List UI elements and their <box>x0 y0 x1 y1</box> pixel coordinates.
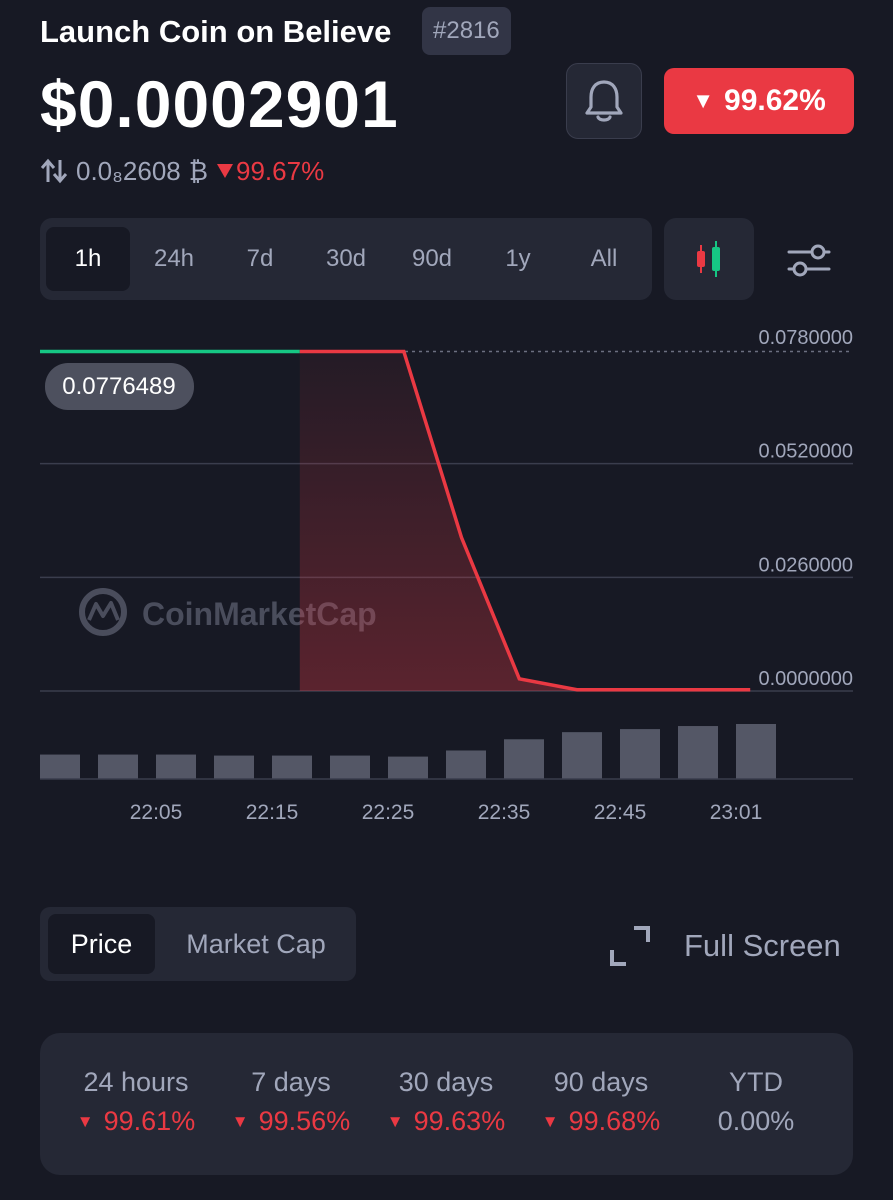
coin-price: $0.0002901 <box>40 67 399 141</box>
volume-bar <box>98 754 138 779</box>
stat-label: YTD <box>729 1067 783 1097</box>
triangle-down-icon: ▼ <box>76 1112 94 1131</box>
candlestick-icon <box>697 241 720 277</box>
stat-value: ▼ 99.56% <box>231 1106 351 1136</box>
coinmarketcap-logo-icon <box>79 588 127 636</box>
x-axis-tick-label: 23:01 <box>710 801 763 824</box>
btc-change: 99.67% <box>236 155 325 186</box>
tab-all[interactable]: All <box>590 245 618 272</box>
stat-label: 30 days <box>398 1067 494 1097</box>
expand-icon <box>610 926 650 966</box>
btc-price: 0.0₈2608 <box>76 155 181 186</box>
price-change-badge: ▼ 99.62% <box>664 68 854 134</box>
chart-settings-button[interactable] <box>776 232 842 288</box>
volume-bar <box>678 726 718 779</box>
tab-24h[interactable]: 24h <box>153 245 195 272</box>
volume-bar <box>272 755 312 779</box>
full-screen-label: Full Screen <box>684 928 841 963</box>
stat-value: 0.00% <box>717 1106 795 1136</box>
x-axis-tick-label: 22:45 <box>594 801 647 824</box>
tab-7d[interactable]: 7d <box>246 245 274 272</box>
stat-value: ▼ 99.61% <box>76 1106 196 1136</box>
time-range-tabs: 1h 24h 7d 30d 90d 1y All <box>40 218 652 300</box>
stat-30d: 30 days ▼ 99.63% <box>366 1067 526 1137</box>
tab-1y[interactable]: 1y <box>505 245 531 272</box>
btc-price-row: 0.0₈2608 ₿ 99.67% <box>40 154 324 188</box>
x-axis-tick-label: 22:15 <box>246 801 299 824</box>
volume-bar <box>562 732 602 779</box>
tab-price[interactable]: Price <box>48 914 155 974</box>
stat-label: 7 days <box>251 1067 331 1097</box>
x-axis-tick-label: 22:25 <box>362 801 415 824</box>
sliders-icon <box>787 244 831 277</box>
tab-market-cap[interactable]: Market Cap <box>186 929 326 959</box>
rank-badge: #2816 <box>422 7 511 55</box>
coin-name: Launch Coin on Believe <box>40 14 392 49</box>
volume-bar <box>504 739 544 779</box>
x-axis-tick-label: 22:05 <box>130 801 183 824</box>
price-change-value: 99.62% <box>724 84 826 117</box>
current-price-text: 0.0776489 <box>62 373 175 400</box>
candlestick-toggle-button[interactable] <box>664 218 754 300</box>
btc-symbol: ₿ <box>188 155 209 186</box>
stat-24h: 24 hours ▼ 99.61% <box>56 1067 216 1137</box>
y-axis-tick-label: 0.0780000 <box>758 327 853 349</box>
volume-bar <box>446 750 486 779</box>
stat-value: ▼ 99.63% <box>386 1106 506 1136</box>
price-line-negative <box>299 349 751 692</box>
stat-label: 24 hours <box>83 1067 189 1097</box>
x-axis-tick-label: 22:35 <box>478 801 531 824</box>
full-screen-button[interactable]: Full Screen <box>608 918 841 974</box>
y-axis-tick-label: 0.0000000 <box>758 668 853 690</box>
stat-value: ▼ 99.68% <box>541 1106 661 1136</box>
current-price-label: 0.0776489 <box>45 363 194 410</box>
stat-ytd: YTD 0.00% <box>676 1067 836 1137</box>
tab-1h[interactable]: 1h <box>46 227 130 291</box>
volume-bar <box>40 754 80 779</box>
volume-bar <box>330 755 370 779</box>
volume-bar <box>214 755 254 779</box>
volume-bar <box>388 756 428 779</box>
triangle-down-icon: ▼ <box>231 1112 249 1131</box>
price-marketcap-toggle: Price Market Cap <box>40 907 356 981</box>
price-area <box>299 351 751 691</box>
y-axis-tick-label: 0.0520000 <box>758 441 853 463</box>
swap-arrows-icon[interactable] <box>40 158 68 184</box>
y-axis-tick-label: 0.0260000 <box>758 554 853 576</box>
volume-bar <box>620 729 660 779</box>
triangle-down-icon <box>217 164 234 178</box>
stat-7d: 7 days ▼ 99.56% <box>211 1067 371 1137</box>
triangle-down-icon: ▼ <box>541 1112 559 1131</box>
tab-30d[interactable]: 30d <box>325 245 367 272</box>
bell-icon <box>585 80 623 122</box>
price-alert-button[interactable] <box>566 63 642 139</box>
performance-stats: 24 hours ▼ 99.61% 7 days ▼ 99.56% 30 days … <box>40 1033 853 1175</box>
volume-bar <box>156 754 196 779</box>
triangle-down-icon: ▼ <box>692 88 715 113</box>
tab-90d[interactable]: 90d <box>411 245 453 272</box>
stat-label: 90 days <box>553 1067 649 1097</box>
volume-bar <box>736 724 776 779</box>
stat-90d: 90 days ▼ 99.68% <box>521 1067 681 1137</box>
triangle-down-icon: ▼ <box>386 1112 404 1131</box>
